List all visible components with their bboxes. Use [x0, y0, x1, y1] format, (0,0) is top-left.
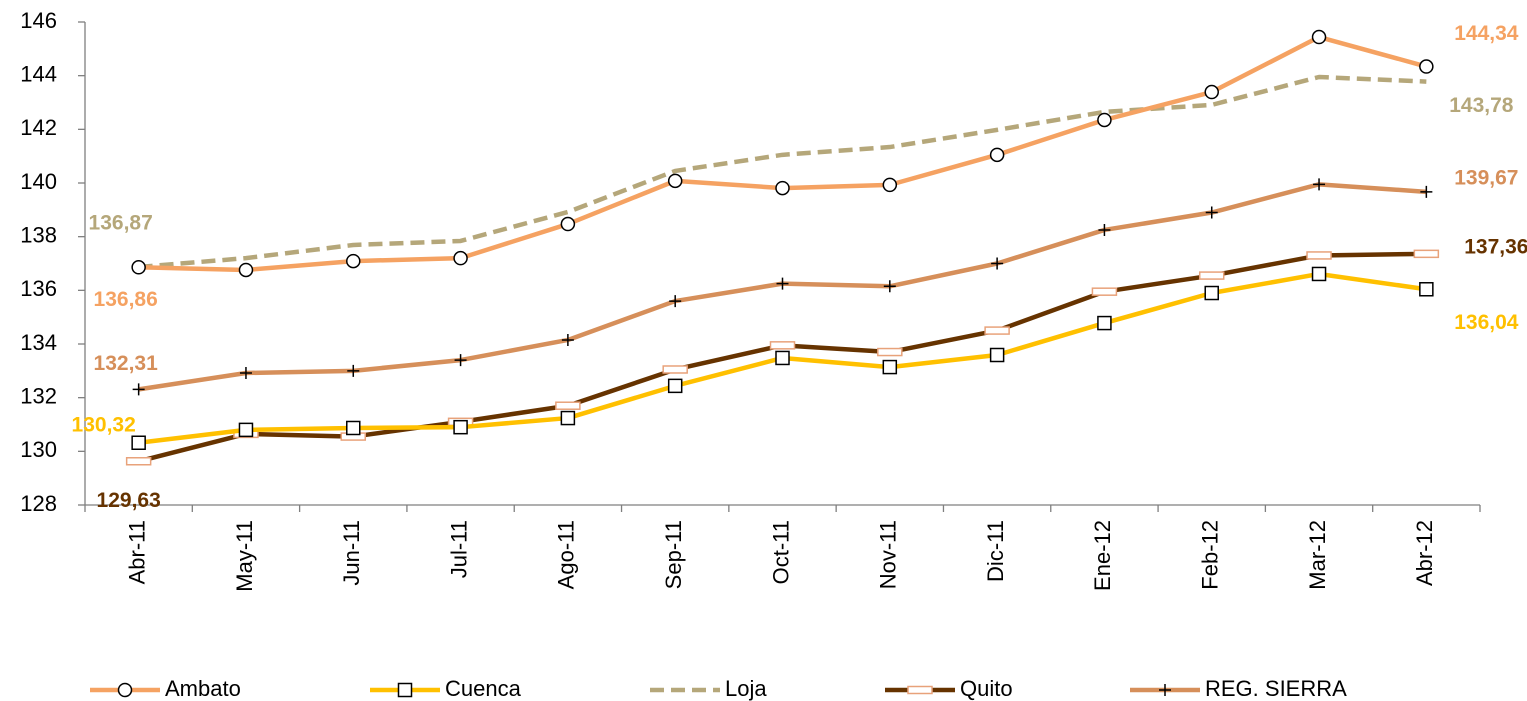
- x-tick-label: Jun-11: [339, 520, 364, 586]
- y-tick-label: 136: [20, 276, 57, 301]
- point: [238, 262, 254, 278]
- point: [989, 147, 1005, 163]
- data-label: 139,67: [1454, 166, 1518, 189]
- point: [776, 277, 789, 290]
- point: [1311, 266, 1327, 282]
- x-tick-label: Mar-12: [1305, 520, 1330, 590]
- point: [667, 378, 683, 394]
- x-tick-label: Oct-11: [768, 520, 793, 584]
- point: [453, 419, 468, 435]
- point: [1097, 315, 1112, 331]
- series-line: [138, 74, 1427, 270]
- legend-item: REG. SIERRA: [1130, 676, 1347, 701]
- point: [238, 422, 254, 438]
- data-label: 144,34: [1454, 22, 1519, 45]
- point: [1198, 271, 1225, 280]
- data-label: 130,32: [72, 413, 136, 436]
- legend-label: Ambato: [165, 676, 241, 701]
- legend-item: Cuenca: [370, 676, 522, 701]
- point: [346, 253, 361, 269]
- point: [883, 280, 896, 293]
- point: [561, 333, 574, 346]
- point: [769, 341, 796, 350]
- y-tick-label: 144: [20, 61, 57, 86]
- point: [1413, 249, 1440, 259]
- legend-label: Quito: [960, 676, 1013, 701]
- legend-marker: [1159, 684, 1171, 696]
- point: [1419, 282, 1434, 297]
- y-tick-label: 134: [20, 330, 57, 355]
- point: [989, 347, 1005, 363]
- legend-item: Ambato: [90, 676, 241, 701]
- x-tick-label: May-11: [232, 520, 257, 592]
- point: [882, 359, 898, 375]
- data-label: 136,87: [89, 212, 153, 235]
- x-tick-label: Jul-11: [446, 520, 471, 578]
- point: [239, 366, 252, 379]
- point: [453, 250, 468, 266]
- data-label: 136,86: [94, 288, 158, 311]
- legend-label: REG. SIERRA: [1205, 676, 1347, 701]
- legend-item: Quito: [885, 676, 1013, 701]
- point: [560, 410, 576, 426]
- point: [877, 347, 903, 357]
- x-tick-label: Ago-11: [554, 520, 579, 589]
- data-label: 137,36: [1464, 235, 1527, 258]
- point: [347, 364, 360, 377]
- legend-marker: [397, 682, 413, 698]
- point: [131, 260, 146, 275]
- legend-marker: [907, 685, 933, 695]
- legend-marker: [117, 682, 133, 698]
- x-tick-label: Dic-11: [983, 520, 1008, 582]
- x-tick-label: Nov-11: [876, 520, 901, 589]
- x-tick-label: Abr-12: [1412, 520, 1437, 586]
- point: [346, 420, 361, 436]
- point: [560, 216, 576, 232]
- point: [125, 457, 152, 466]
- point: [775, 350, 790, 366]
- point: [1313, 178, 1326, 191]
- point: [775, 180, 790, 196]
- data-label: 136,04: [1454, 311, 1519, 334]
- point: [991, 257, 1004, 270]
- y-tick-label: 130: [20, 437, 57, 462]
- x-tick-label: Abr-11: [124, 520, 149, 584]
- y-tick-label: 128: [20, 491, 57, 516]
- point: [669, 295, 682, 308]
- legend-item: Loja: [650, 676, 767, 701]
- point: [1098, 223, 1111, 236]
- data-label: 143,78: [1449, 94, 1514, 117]
- point: [984, 326, 1010, 335]
- point: [1204, 285, 1219, 301]
- point: [555, 401, 581, 410]
- x-tick-label: Feb-12: [1198, 520, 1223, 590]
- point: [1311, 29, 1327, 45]
- point: [131, 435, 146, 450]
- x-tick-label: Ene-12: [1090, 520, 1115, 591]
- point: [882, 177, 898, 193]
- point: [1097, 112, 1112, 128]
- y-tick-label: 146: [20, 8, 57, 33]
- point: [1306, 251, 1332, 260]
- legend-label: Cuenca: [445, 676, 522, 701]
- point: [454, 354, 467, 367]
- point: [132, 383, 145, 396]
- point: [1091, 287, 1118, 296]
- point: [1204, 84, 1219, 100]
- y-tick-label: 132: [20, 383, 57, 408]
- y-tick-label: 142: [20, 115, 57, 140]
- point: [1420, 185, 1433, 198]
- point: [1419, 59, 1434, 74]
- y-tick-label: 138: [20, 222, 57, 247]
- data-label: 132,31: [94, 352, 159, 375]
- x-tick-label: Sep-11: [661, 520, 686, 589]
- legend-label: Loja: [725, 676, 767, 701]
- data-label: 129,63: [97, 489, 161, 512]
- point: [1205, 206, 1218, 219]
- point: [667, 173, 683, 189]
- y-tick-label: 140: [20, 169, 57, 194]
- point: [662, 365, 688, 374]
